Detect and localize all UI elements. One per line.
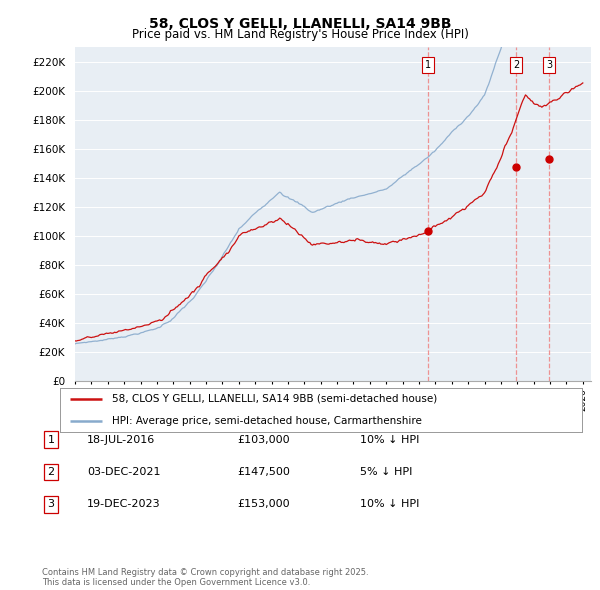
Text: 2: 2 — [513, 60, 519, 70]
Text: £147,500: £147,500 — [237, 467, 290, 477]
Text: £153,000: £153,000 — [237, 500, 290, 509]
Text: 18-JUL-2016: 18-JUL-2016 — [87, 435, 155, 444]
Text: 5% ↓ HPI: 5% ↓ HPI — [360, 467, 412, 477]
Text: 03-DEC-2021: 03-DEC-2021 — [87, 467, 161, 477]
Text: 19-DEC-2023: 19-DEC-2023 — [87, 500, 161, 509]
Text: 3: 3 — [47, 500, 55, 509]
Text: 1: 1 — [425, 60, 431, 70]
Text: 10% ↓ HPI: 10% ↓ HPI — [360, 435, 419, 444]
Text: Contains HM Land Registry data © Crown copyright and database right 2025.
This d: Contains HM Land Registry data © Crown c… — [42, 568, 368, 587]
Text: 58, CLOS Y GELLI, LLANELLI, SA14 9BB: 58, CLOS Y GELLI, LLANELLI, SA14 9BB — [149, 17, 451, 31]
Text: HPI: Average price, semi-detached house, Carmarthenshire: HPI: Average price, semi-detached house,… — [112, 416, 422, 426]
Text: 3: 3 — [547, 60, 553, 70]
Text: 58, CLOS Y GELLI, LLANELLI, SA14 9BB (semi-detached house): 58, CLOS Y GELLI, LLANELLI, SA14 9BB (se… — [112, 394, 437, 404]
Text: Price paid vs. HM Land Registry's House Price Index (HPI): Price paid vs. HM Land Registry's House … — [131, 28, 469, 41]
Text: 2: 2 — [47, 467, 55, 477]
Text: 10% ↓ HPI: 10% ↓ HPI — [360, 500, 419, 509]
Text: £103,000: £103,000 — [237, 435, 290, 444]
Text: 1: 1 — [47, 435, 55, 444]
